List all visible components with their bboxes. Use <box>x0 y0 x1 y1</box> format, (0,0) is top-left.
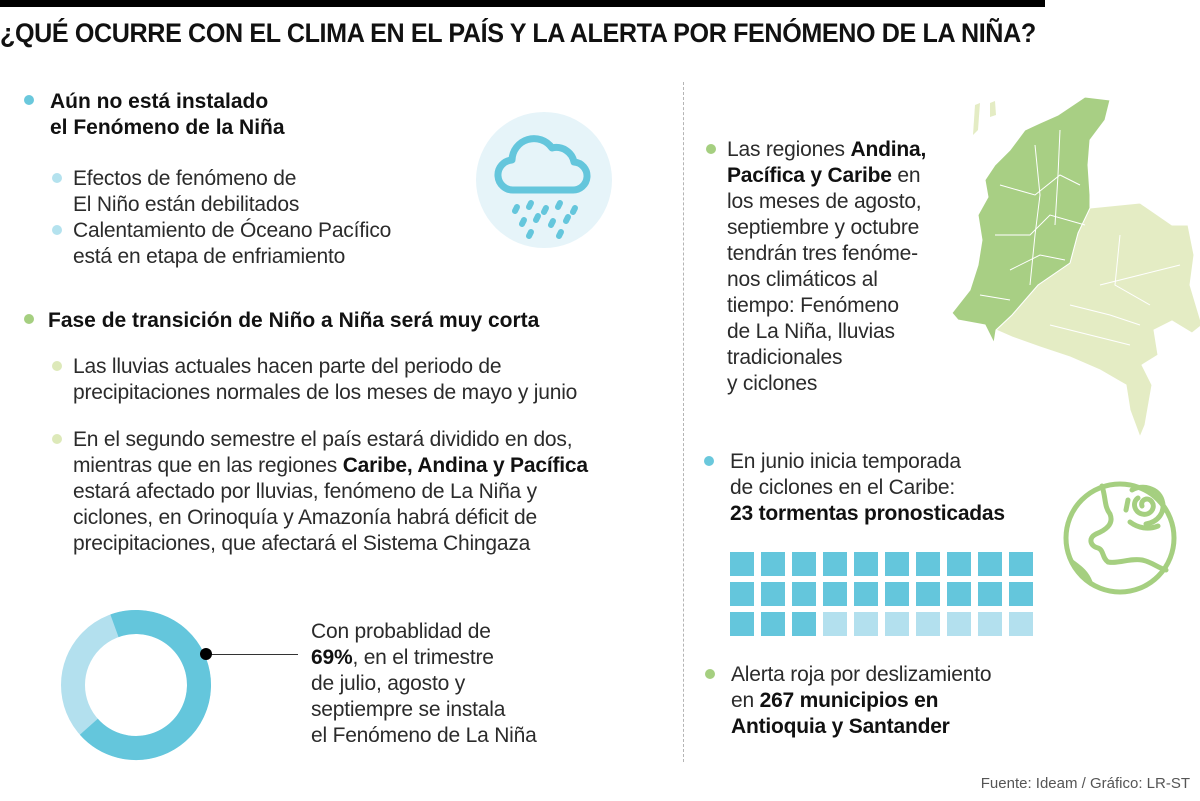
probability-line1: Con probablidad de <box>311 620 491 643</box>
storm-square-filled <box>854 552 878 576</box>
section2-bullet2-line2: mientras que en las regiones Caribe, And… <box>73 454 588 477</box>
storm-square-filled <box>947 552 971 576</box>
leader-dot <box>200 648 212 660</box>
storm-square-filled <box>885 582 909 606</box>
leader-line <box>206 654 298 655</box>
section2-bullet2-line4: ciclones, en Orinoquía y Amazonía habrá … <box>73 506 537 529</box>
storm-square-filled <box>1009 552 1033 576</box>
section2-bullet1-line2: precipitaciones normales de los meses de… <box>73 381 578 404</box>
regions-line7: tiempo: Fenómeno <box>727 294 899 317</box>
bullet-dot <box>24 95 34 105</box>
regions-line1: Las regiones Andina, <box>727 138 927 161</box>
storm-square-filled <box>823 552 847 576</box>
storm-square-filled <box>947 582 971 606</box>
storm-square-filled <box>761 612 785 636</box>
storm-square-filled <box>916 552 940 576</box>
probability-value: 69% <box>311 646 353 669</box>
storm-square-empty <box>823 612 847 636</box>
storm-square-filled <box>730 552 754 576</box>
colombia-map <box>951 96 1200 439</box>
bullet-dot <box>705 669 715 679</box>
section2-bullet1-line1: Las lluvias actuales hacen parte del per… <box>73 355 502 378</box>
storm-square-filled <box>730 612 754 636</box>
regions-line9: tradicionales <box>727 346 843 369</box>
section1-heading-line2: el Fenómeno de la Niña <box>50 116 285 139</box>
storm-square-filled <box>978 582 1002 606</box>
regions-line10: y ciclones <box>727 372 818 395</box>
section2-bullet2-line3: estará afectado por lluvias, fenómeno de… <box>73 480 537 503</box>
storm-square-empty <box>978 612 1002 636</box>
storm-square-filled <box>1009 582 1033 606</box>
probability-line4: septiempre se instala <box>311 698 506 721</box>
storm-square-empty <box>1009 612 1033 636</box>
cyclones-line2: de ciclones en el Caribe: <box>730 476 955 499</box>
bullet-dot <box>52 361 62 371</box>
cyclones-line1: En junio inicia temporada <box>730 450 961 473</box>
storm-square-empty <box>916 612 940 636</box>
section2-heading: Fase de transición de Niño a Niña será m… <box>48 309 540 332</box>
section1-bullet1-line2: El Niño están debilitados <box>73 193 300 216</box>
storm-square-filled <box>792 612 816 636</box>
probability-line3: de julio, agosto y <box>311 672 466 695</box>
storms-grid <box>730 552 1033 636</box>
probability-line2: 69%, en el trimestre <box>311 646 494 669</box>
bullet-dot <box>704 456 714 466</box>
column-divider <box>683 82 684 762</box>
cloud-rain-icon <box>476 112 612 248</box>
storm-square-filled <box>761 552 785 576</box>
page-title: ¿QUÉ OCURRE CON EL CLIMA EN EL PAÍS Y LA… <box>0 18 1036 48</box>
globe-hurricane-icon <box>1063 481 1177 595</box>
storm-square-empty <box>854 612 878 636</box>
regions-line8: de La Niña, lluvias <box>727 320 895 343</box>
probability-line5: el Fenómeno de La Niña <box>311 724 537 747</box>
storm-square-empty <box>947 612 971 636</box>
section1-bullet2-line1: Calentamiento de Óceano Pacífico <box>73 219 392 242</box>
storm-square-filled <box>885 552 909 576</box>
regions-line6: nos climáticos al <box>727 268 878 291</box>
section2-bullet2-line1: En el segundo semestre el país estará di… <box>73 428 573 451</box>
section2-bullet2-line5: precipitaciones, que afectará el Sistema… <box>73 532 531 555</box>
storm-square-filled <box>823 582 847 606</box>
storm-square-empty <box>885 612 909 636</box>
storm-square-filled <box>761 582 785 606</box>
storm-square-filled <box>792 582 816 606</box>
alert-line3: Antioquia y Santander <box>731 715 950 738</box>
bullet-dot <box>52 434 62 444</box>
section1-bullet2-line2: está en etapa de enfriamiento <box>73 245 346 268</box>
regions-line4: septiembre y octubre <box>727 216 920 239</box>
section1-heading-line1: Aún no está instalado <box>50 90 269 113</box>
storm-square-filled <box>854 582 878 606</box>
source-credit: Fuente: Ideam / Gráfico: LR-ST <box>980 775 1190 792</box>
storm-square-filled <box>792 552 816 576</box>
probability-donut-chart <box>61 610 211 760</box>
regions-line2: Pacífica y Caribe en <box>727 164 921 187</box>
storm-square-filled <box>730 582 754 606</box>
bullet-dot <box>52 173 62 183</box>
storm-square-filled <box>978 552 1002 576</box>
top-rule <box>0 0 1045 7</box>
bullet-dot <box>24 314 34 324</box>
storm-square-filled <box>916 582 940 606</box>
regions-line5: tendrán tres fenóme- <box>727 242 918 265</box>
cyclones-line3: 23 tormentas pronosticadas <box>730 502 1005 525</box>
bullet-dot <box>52 225 62 235</box>
section1-bullet1-line1: Efectos de fenómeno de <box>73 167 297 190</box>
alert-line1: Alerta roja por deslizamiento <box>731 663 992 686</box>
alert-line2: en 267 municipios en <box>731 689 939 712</box>
bullet-dot <box>706 144 716 154</box>
regions-line3: los meses de agosto, <box>727 190 922 213</box>
